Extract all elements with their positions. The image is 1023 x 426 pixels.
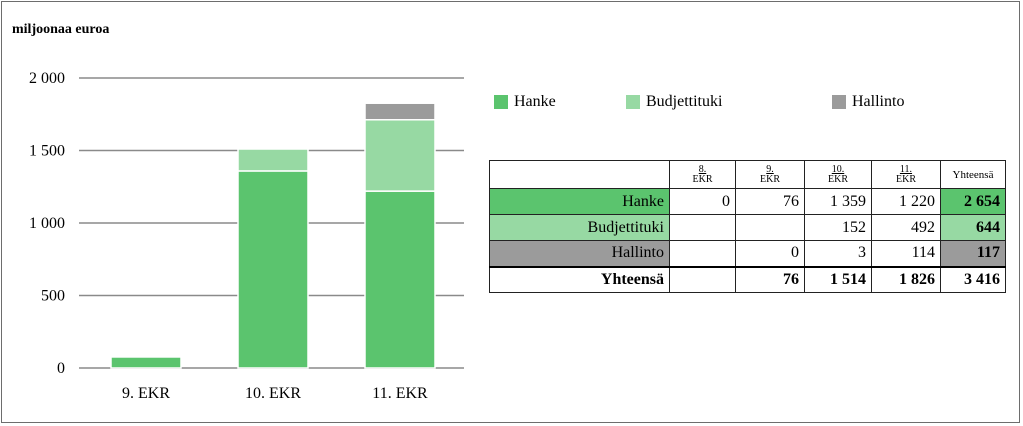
y-unit-label: miljoonaa euroa <box>12 22 110 37</box>
table-cell: 3 <box>804 240 872 267</box>
y-tick-label: 0 <box>57 360 65 377</box>
grand-total: 3 416 <box>940 265 1006 293</box>
bar-segment <box>237 170 309 369</box>
table-cell: 0 <box>669 188 736 215</box>
x-tick-label: 11. EKR <box>372 385 428 402</box>
legend-swatch-budjettituki <box>626 95 640 109</box>
table-cell: 1 220 <box>871 188 941 215</box>
legend-item-hanke: Hanke <box>494 93 556 111</box>
bar-segment <box>364 119 436 192</box>
table-row-hallinto: Hallinto 0 3 114 117 <box>489 240 1006 267</box>
bar-segment <box>110 356 182 369</box>
table-cell: 1 826 <box>871 265 941 293</box>
table-header-10ekr: 10. EKR <box>804 160 872 189</box>
legend-label-budjettituki: Budjettituki <box>646 93 723 110</box>
bar-segment <box>237 148 309 172</box>
row-label-hallinto: Hallinto <box>489 240 670 267</box>
y-tick-label: 1 500 <box>29 143 65 160</box>
y-tick-label: 2 000 <box>29 70 65 87</box>
table-cell: 0 <box>735 240 805 267</box>
table-cell <box>669 214 736 241</box>
y-tick-label: 1 000 <box>29 215 65 232</box>
legend-item-hallinto: Hallinto <box>832 93 904 111</box>
legend-label-hanke: Hanke <box>514 93 556 110</box>
table-row-budjettituki: Budjettituki 152 492 644 <box>489 214 1006 241</box>
table-cell <box>669 240 736 267</box>
row-label-hanke: Hanke <box>489 188 670 215</box>
table-cell: 1 514 <box>804 265 872 293</box>
table-cell: 76 <box>735 188 805 215</box>
table-cell: 152 <box>804 214 872 241</box>
y-tick-label: 500 <box>41 288 65 305</box>
legend-swatch-hallinto <box>832 95 846 109</box>
bar-segment <box>364 102 436 121</box>
table-header-row: 8. EKR 9. EKR 10. EKR 11. EKR Yhteensä <box>489 160 1006 189</box>
table-header-blank <box>489 160 670 189</box>
bar-segment <box>364 190 436 369</box>
row-total-budjettituki: 644 <box>940 214 1006 241</box>
row-label-yhteensa: Yhteensä <box>489 265 670 293</box>
table-header-9ekr: 9. EKR <box>735 160 805 189</box>
legend-label-hallinto: Hallinto <box>852 93 905 110</box>
row-total-hanke: 2 654 <box>940 188 1006 215</box>
x-tick-label: 10. EKR <box>245 385 301 402</box>
table-cell <box>669 265 736 293</box>
row-total-hallinto: 117 <box>940 240 1006 267</box>
row-label-budjettituki: Budjettituki <box>489 214 670 241</box>
stacked-bar-chart: 0 500 1 000 1 500 2 000 9. EKR 10. EKR 11. EKR <box>29 70 464 402</box>
table-cell: 76 <box>735 265 805 293</box>
data-table: 8. EKR 9. EKR 10. EKR 11. EKR Yhteensä Hanke… <box>489 160 1006 293</box>
legend-swatch-hanke <box>494 95 508 109</box>
table-cell: 492 <box>871 214 941 241</box>
table-row-yhteensa: Yhteensä 76 1 514 1 826 3 416 <box>489 265 1006 293</box>
legend-item-budjettituki: Budjettituki <box>626 93 722 111</box>
table-header-yhteensa: Yhteensä <box>940 160 1006 189</box>
x-tick-label: 9. EKR <box>122 385 170 402</box>
table-cell: 114 <box>871 240 941 267</box>
table-cell <box>735 214 805 241</box>
table-row-hanke: Hanke 0 76 1 359 1 220 2 654 <box>489 188 1006 215</box>
table-header-11ekr: 11. EKR <box>871 160 941 189</box>
table-header-8ekr: 8. EKR <box>669 160 736 189</box>
table-cell: 1 359 <box>804 188 872 215</box>
